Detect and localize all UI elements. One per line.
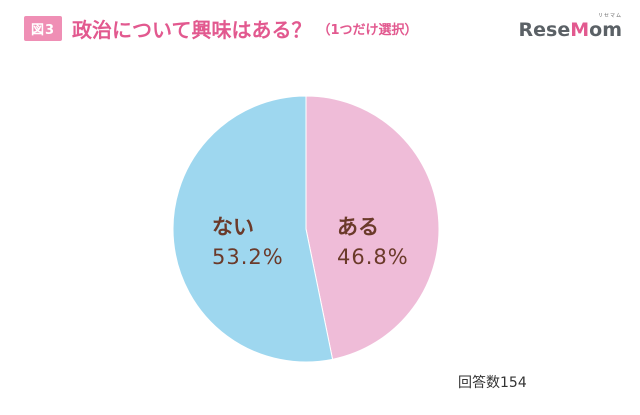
logo-text: ReseMom [519,19,623,41]
chart-title: 政治について興味はある？ [72,17,312,42]
logo-text-part2: M [570,19,590,41]
slice-value-1: 53.2% [212,245,284,269]
logo-text-part3: om [589,19,622,41]
response-count: 回答数154 [458,375,527,391]
chart-subtitle: （1つだけ選択） [317,22,418,38]
pie-slice-1 [172,95,334,363]
slice-label-0: ある [337,215,379,239]
slice-label-1: ない [212,215,254,239]
chart-header: 図3 政治について興味はある？ （1つだけ選択） [24,14,418,42]
resemom-logo: リセマム ReseMom [519,12,623,41]
slice-value-0: 46.8% [337,245,409,269]
figure-badge: 図3 [24,15,63,41]
logo-text-part1: Rese [518,19,571,41]
logo-kana: リセマム [597,13,622,19]
pie-slice-0 [305,95,440,360]
